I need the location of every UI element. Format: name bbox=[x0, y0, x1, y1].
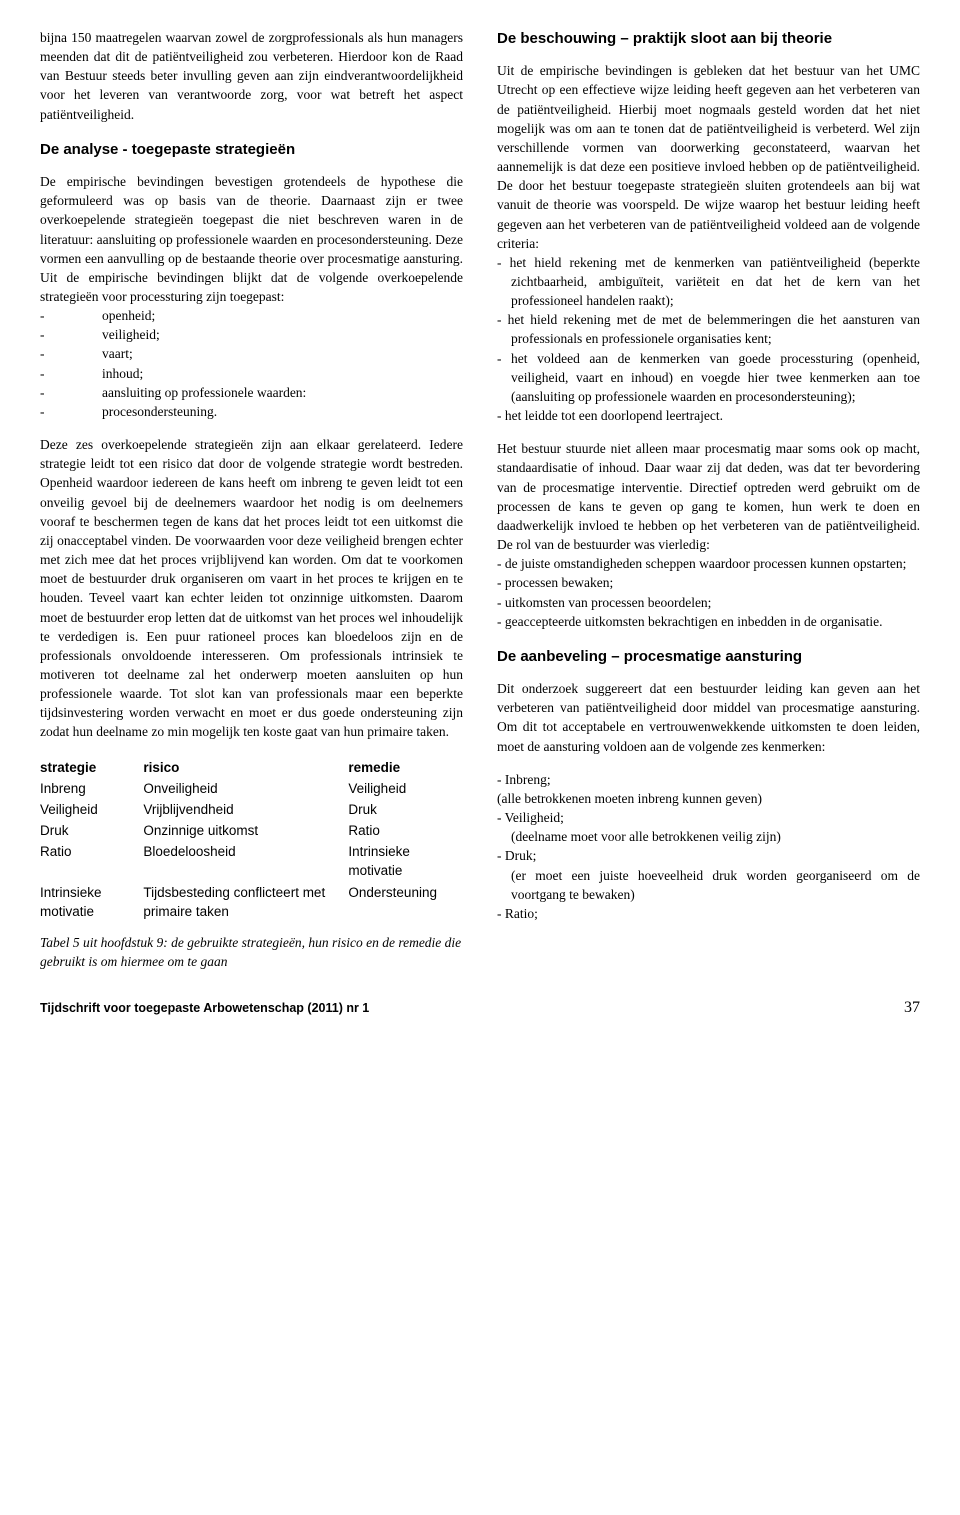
table-row: RatioBloedeloosheidIntrinsieke motivatie bbox=[40, 842, 463, 882]
table-cell: Veiligheid bbox=[40, 800, 143, 821]
table-row: VeiligheidVrijblijvendheidDruk bbox=[40, 800, 463, 821]
list-item: - het hield rekening met de met de belem… bbox=[497, 310, 920, 348]
list-item: - geaccepteerde uitkomsten bekrachtigen … bbox=[497, 612, 920, 631]
intro-paragraph: bijna 150 maatregelen waarvan zowel de z… bbox=[40, 28, 463, 124]
list-item: -veiligheid; bbox=[40, 325, 463, 344]
table-row: Intrinsieke motivatieTijdsbesteding conf… bbox=[40, 883, 463, 923]
heading-analyse: De analyse - toegepaste strategieën bbox=[40, 139, 463, 160]
table-cell: Inbreng bbox=[40, 779, 143, 800]
table-cell: Bloedeloosheid bbox=[143, 842, 348, 882]
list-item-sub: (alle betrokkenen moeten inbreng kunnen … bbox=[497, 789, 920, 808]
table-cell: Ratio bbox=[348, 821, 463, 842]
beschouwing-list: - het hield rekening met de kenmerken va… bbox=[497, 253, 920, 425]
list-item: -openheid; bbox=[40, 306, 463, 325]
heading-beschouwing: De beschouwing – praktijk sloot aan bij … bbox=[497, 28, 920, 49]
beschouwing-paragraph-1: Uit de empirische bevindingen is gebleke… bbox=[497, 61, 920, 253]
aanbeveling-paragraph-1: Dit onderzoek suggereert dat een bestuur… bbox=[497, 679, 920, 756]
list-item: -aansluiting op professionele waarden: bbox=[40, 383, 463, 402]
table-caption: Tabel 5 uit hoofdstuk 9: de gebruikte st… bbox=[40, 933, 463, 971]
list-item: - het voldeed aan de kenmerken van goede… bbox=[497, 349, 920, 406]
left-column: bijna 150 maatregelen waarvan zowel de z… bbox=[40, 28, 463, 971]
analyse-paragraph-1: De empirische bevindingen bevestigen gro… bbox=[40, 172, 463, 306]
role-list: - de juiste omstandigheden scheppen waar… bbox=[497, 554, 920, 631]
table-cell: Onzinnige uitkomst bbox=[143, 821, 348, 842]
list-item: - Druk; bbox=[497, 846, 920, 865]
table-cell: Ratio bbox=[40, 842, 143, 882]
table-cell: Tijdsbesteding conflicteert met primaire… bbox=[143, 883, 348, 923]
kenmerk-list: - Inbreng;(alle betrokkenen moeten inbre… bbox=[497, 770, 920, 923]
table-cell: Intrinsieke motivatie bbox=[348, 842, 463, 882]
list-item-sub: (er moet een juiste hoeveelheid druk wor… bbox=[497, 866, 920, 904]
list-item: - Veiligheid; bbox=[497, 808, 920, 827]
list-item: -inhoud; bbox=[40, 364, 463, 383]
list-item: - het leidde tot een doorlopend leertraj… bbox=[497, 406, 920, 425]
table-cell: Druk bbox=[40, 821, 143, 842]
strategy-list: -openheid;-veiligheid;-vaart;-inhoud;-aa… bbox=[40, 306, 463, 421]
table-row: InbrengOnveiligheidVeiligheid bbox=[40, 779, 463, 800]
list-item: - de juiste omstandigheden scheppen waar… bbox=[497, 554, 920, 573]
table-header: remedie bbox=[348, 758, 463, 779]
page-number: 37 bbox=[904, 997, 920, 1020]
strategy-table: strategie risico remedie InbrengOnveilig… bbox=[40, 758, 463, 923]
journal-title: Tijdschrift voor toegepaste Arbowetensch… bbox=[40, 1000, 369, 1018]
list-item-sub: (deelname moet voor alle betrokkenen vei… bbox=[497, 827, 920, 846]
list-item: - Ratio; bbox=[497, 904, 920, 923]
right-column: De beschouwing – praktijk sloot aan bij … bbox=[497, 28, 920, 971]
table-cell: Vrijblijvendheid bbox=[143, 800, 348, 821]
heading-aanbeveling: De aanbeveling – procesmatige aansturing bbox=[497, 646, 920, 667]
table-cell: Druk bbox=[348, 800, 463, 821]
list-item: - uitkomsten van processen beoordelen; bbox=[497, 593, 920, 612]
table-row: DrukOnzinnige uitkomstRatio bbox=[40, 821, 463, 842]
table-header: strategie bbox=[40, 758, 143, 779]
beschouwing-paragraph-2: Het bestuur stuurde niet alleen maar pro… bbox=[497, 439, 920, 554]
table-cell: Onveiligheid bbox=[143, 779, 348, 800]
table-header: risico bbox=[143, 758, 348, 779]
table-cell: Ondersteuning bbox=[348, 883, 463, 923]
list-item: -vaart; bbox=[40, 344, 463, 363]
analyse-paragraph-2: Deze zes overkoepelende strategieën zijn… bbox=[40, 435, 463, 742]
list-item: -procesondersteuning. bbox=[40, 402, 463, 421]
table-cell: Veiligheid bbox=[348, 779, 463, 800]
table-cell: Intrinsieke motivatie bbox=[40, 883, 143, 923]
list-item: - processen bewaken; bbox=[497, 573, 920, 592]
list-item: - het hield rekening met de kenmerken va… bbox=[497, 253, 920, 310]
list-item: - Inbreng; bbox=[497, 770, 920, 789]
page-footer: Tijdschrift voor toegepaste Arbowetensch… bbox=[40, 997, 920, 1020]
